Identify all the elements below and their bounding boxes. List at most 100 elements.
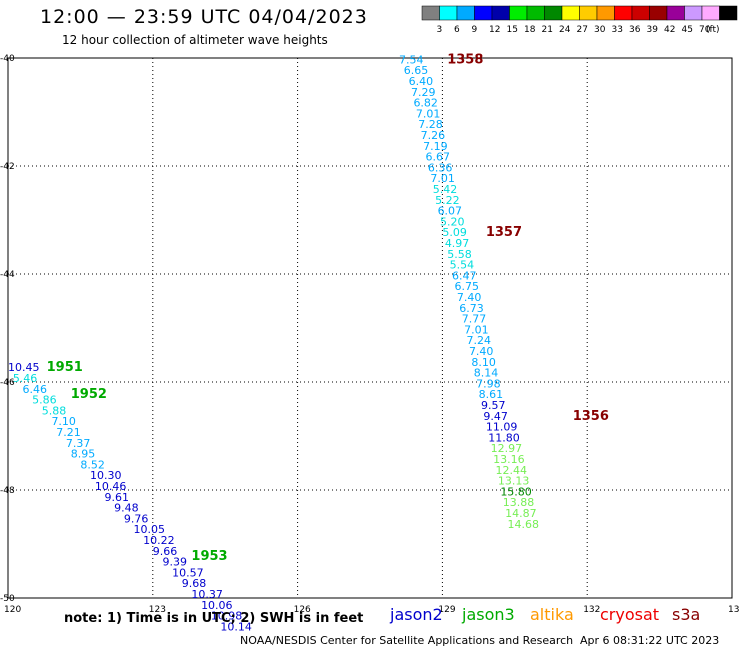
swh-value: 12.97 [491,442,522,455]
footer-credit: NOAA/NESDIS Center for Satellite Applica… [240,634,574,647]
swh-value: 9.61 [105,491,129,504]
satellite-legend-jason2: jason2 [390,605,443,624]
pass-label: 1357 [486,225,522,240]
colorbar-swatch [596,5,615,21]
plot-frame [7,57,733,599]
y-tick-label: -48 [0,486,15,496]
colorbar-label: 21 [542,25,553,35]
swh-value: 14.87 [505,507,537,520]
page-subtitle: 12 hour collection of altimeter wave hei… [62,33,328,47]
colorbar-swatch [631,5,650,21]
pass-label: 1953 [191,549,227,564]
swh-value: 13.16 [493,453,524,466]
satellite-legend-cryosat: cryosat [600,605,660,624]
swh-value: 5.86 [32,394,57,407]
swh-value: 7.01 [464,323,489,336]
colorbar-swatch [474,5,493,21]
swh-value: 12.44 [495,464,527,477]
colorbar-swatch [544,5,563,21]
colorbar-label: 36 [629,25,641,35]
swh-value: 13.88 [503,496,535,509]
colorbar-unit: (ft) [706,25,720,35]
colorbar-swatch [614,5,633,21]
swh-value: 10.57 [172,566,204,579]
pass-label: 1356 [573,409,609,424]
swh-value: 7.77 [462,313,487,326]
swh-value: 7.28 [418,118,443,131]
swh-value: 7.24 [467,334,492,347]
colorbar-label: 42 [664,25,675,35]
swh-value: 6.75 [454,280,479,293]
swh-value: 7.54 [399,53,424,66]
swh-value: 5.88 [42,404,67,417]
colorbar-swatch [701,5,720,21]
y-tick-label: -44 [0,270,15,280]
swh-value: 10.05 [133,523,165,536]
colorbar-label: 33 [612,25,623,35]
swh-value: 5.46 [13,372,38,385]
colorbar-label: 9 [472,25,478,35]
swh-value: 8.14 [474,367,499,380]
colorbar-swatch [509,5,528,21]
x-tick-label: 123 [149,605,166,615]
colorbar-label: 45 [682,25,693,35]
colorbar-swatch [666,5,685,21]
colorbar-swatch [684,5,703,21]
swh-value: 7.40 [469,345,494,358]
swh-value: 7.01 [416,107,441,120]
x-tick-label: 129 [438,605,455,615]
swh-value: 11.80 [488,431,519,444]
swh-value: 11.09 [486,421,517,434]
swh-value: 7.40 [457,291,482,304]
colorbar-label: 15 [507,25,518,35]
footer-timestamp: Apr 6 08:31:22 UTC 2023 [580,634,720,647]
swh-value: 9.68 [182,577,207,590]
swh-value: 7.21 [56,426,80,439]
swh-value: 10.46 [95,480,127,493]
y-tick-label: -50 [0,594,15,604]
colorbar-label: 6 [454,25,460,35]
colorbar-swatch [561,5,580,21]
swh-value: 6.67 [426,151,451,164]
satellite-legend-altika: altika [530,605,574,624]
swh-value: 13.13 [498,475,530,488]
colorbar-label: 27 [577,25,588,35]
colorbar-label: 3 [437,25,443,35]
satellite-legend-s3a: s3a [672,605,701,624]
colorbar-label: 12 [489,25,500,35]
swh-value: 6.36 [428,161,453,174]
swh-value: 7.26 [421,129,446,142]
swh-value: 7.19 [423,140,448,153]
swh-value: 6.73 [459,302,484,315]
swh-value: 9.39 [162,556,187,569]
swh-value: 5.42 [433,183,458,196]
swh-value: 7.29 [411,86,436,99]
satellite-legend-jason3: jason3 [462,605,515,624]
swh-value: 9.76 [124,512,149,525]
x-tick-label: 135 [728,605,740,615]
colorbar-swatch [579,5,598,21]
colorbar-label: 70 [699,25,711,35]
swh-value: 6.07 [438,205,463,218]
x-tick-label: 120 [4,605,21,615]
colorbar-swatch [491,5,510,21]
swh-value: 7.98 [476,377,501,390]
pass-label: 1358 [447,52,483,67]
colorbar-label: 39 [647,25,659,35]
page-title: 12:00 — 23:59 UTC 04/04/2023 [40,6,368,28]
swh-value: 10.45 [8,361,40,374]
colorbar-label: 24 [559,25,571,35]
swh-value: 10.30 [90,469,122,482]
swh-value: 9.57 [481,399,506,412]
swh-value: 10.14 [220,620,252,633]
colorbar-label: 18 [524,25,536,35]
swh-value: 9.48 [114,502,139,515]
swh-value: 5.58 [447,248,472,261]
swh-value: 5.09 [442,226,467,239]
colorbar-swatch [526,5,545,21]
swh-value: 9.47 [483,410,508,423]
swh-value: 5.20 [440,215,465,228]
swh-value: 8.10 [471,356,496,369]
swh-value: 9.66 [153,545,178,558]
